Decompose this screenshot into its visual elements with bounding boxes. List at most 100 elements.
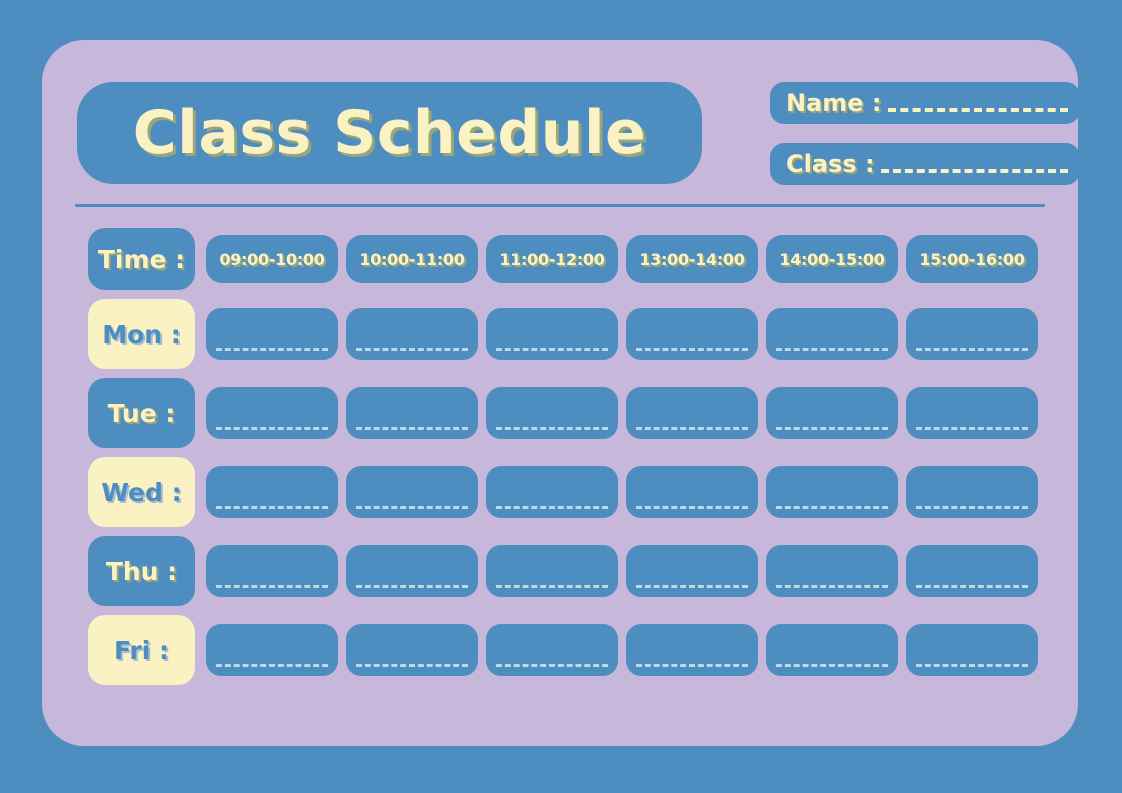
schedule-cell-writing-line [636, 585, 748, 588]
time-header-row: Time : 09:00-10:00 10:00-11:00 11:00-12:00… [88, 228, 1038, 290]
name-field[interactable]: Name : [770, 82, 1080, 124]
schedule-cell-writing-line [496, 585, 608, 588]
day-label-wed: Wed : [88, 457, 195, 527]
time-header-label: Time : [88, 228, 195, 290]
schedule-cell-list [206, 545, 1038, 597]
schedule-cell-list [206, 466, 1038, 518]
time-slot-header: 13:00-14:00 [626, 235, 758, 283]
time-slot-text: 13:00-14:00 [639, 249, 745, 269]
schedule-cell-writing-line [776, 585, 888, 588]
class-field[interactable]: Class : [770, 143, 1080, 185]
schedule-cell-writing-line [356, 664, 468, 667]
day-label-tue: Tue : [88, 378, 195, 448]
schedule-cell[interactable] [906, 545, 1038, 597]
name-input-line[interactable] [887, 108, 1068, 112]
day-label-text: Fri : [113, 635, 170, 665]
schedule-cell[interactable] [486, 308, 618, 360]
schedule-cell-writing-line [916, 348, 1028, 351]
schedule-cell[interactable] [346, 387, 478, 439]
schedule-cell[interactable] [206, 624, 338, 676]
schedule-cell[interactable] [766, 387, 898, 439]
schedule-cell[interactable] [346, 466, 478, 518]
day-label-text: Mon : [102, 319, 181, 349]
schedule-row: Tue : [88, 378, 1038, 448]
schedule-cell-writing-line [776, 664, 888, 667]
schedule-cell[interactable] [486, 466, 618, 518]
time-slot-header: 10:00-11:00 [346, 235, 478, 283]
day-label-text: Wed : [101, 477, 182, 507]
page-title: Class Schedule [132, 98, 647, 168]
schedule-cell[interactable] [486, 387, 618, 439]
schedule-cell-writing-line [636, 348, 748, 351]
schedule-card: Class Schedule Name : Class : Time : 09:… [42, 40, 1080, 746]
time-slot-header: 14:00-15:00 [766, 235, 898, 283]
schedule-cell[interactable] [906, 387, 1038, 439]
class-label: Class : [786, 150, 875, 178]
schedule-cell[interactable] [626, 308, 758, 360]
schedule-cell-list [206, 387, 1038, 439]
schedule-cell[interactable] [626, 545, 758, 597]
schedule-cell-writing-line [356, 506, 468, 509]
schedule-cell-writing-line [356, 585, 468, 588]
time-slot-text: 11:00-12:00 [499, 249, 605, 269]
schedule-cell-writing-line [916, 664, 1028, 667]
day-label-mon: Mon : [88, 299, 195, 369]
schedule-cell[interactable] [906, 624, 1038, 676]
schedule-cell-writing-line [496, 427, 608, 430]
header-divider [75, 204, 1045, 207]
schedule-cell-writing-line [776, 348, 888, 351]
schedule-cell[interactable] [906, 466, 1038, 518]
time-slot-text: 10:00-11:00 [359, 249, 465, 269]
schedule-cell-writing-line [496, 664, 608, 667]
day-label-text: Thu : [105, 556, 178, 586]
day-label-fri: Fri : [88, 615, 195, 685]
schedule-cell-writing-line [356, 348, 468, 351]
header: Class Schedule Name : Class : [77, 82, 1080, 186]
time-slot-header: 15:00-16:00 [906, 235, 1038, 283]
schedule-cell[interactable] [206, 545, 338, 597]
schedule-cell[interactable] [766, 545, 898, 597]
schedule-cell[interactable] [486, 545, 618, 597]
schedule-cell[interactable] [766, 308, 898, 360]
schedule-row: Fri : [88, 615, 1038, 685]
schedule-cell-writing-line [216, 348, 328, 351]
schedule-cell[interactable] [346, 545, 478, 597]
schedule-cell-writing-line [216, 506, 328, 509]
schedule-cell[interactable] [766, 624, 898, 676]
schedule-cell[interactable] [206, 308, 338, 360]
schedule-cell[interactable] [626, 624, 758, 676]
schedule-cell-writing-line [636, 664, 748, 667]
time-slot-list: 09:00-10:00 10:00-11:00 11:00-12:00 13:00-1… [206, 235, 1038, 283]
schedule-row: Wed : [88, 457, 1038, 527]
time-slot-header: 11:00-12:00 [486, 235, 618, 283]
schedule-cell[interactable] [626, 387, 758, 439]
schedule-cell-writing-line [216, 664, 328, 667]
schedule-cell[interactable] [206, 387, 338, 439]
schedule-cell[interactable] [346, 624, 478, 676]
schedule-cell[interactable] [626, 466, 758, 518]
schedule-cell[interactable] [906, 308, 1038, 360]
time-slot-text: 09:00-10:00 [219, 249, 325, 269]
schedule-cell[interactable] [346, 308, 478, 360]
time-slot-header: 09:00-10:00 [206, 235, 338, 283]
schedule-cell-writing-line [636, 427, 748, 430]
class-input-line[interactable] [880, 169, 1068, 173]
title-banner: Class Schedule [77, 82, 702, 184]
schedule-row: Mon : [88, 299, 1038, 369]
schedule-cell-writing-line [496, 506, 608, 509]
schedule-cell-list [206, 308, 1038, 360]
day-rows: Mon : Tue : Wed : Thu : Fri : [88, 299, 1038, 685]
schedule-cell-writing-line [216, 427, 328, 430]
schedule-row: Thu : [88, 536, 1038, 606]
time-slot-text: 15:00-16:00 [919, 249, 1025, 269]
schedule-cell-list [206, 624, 1038, 676]
name-label: Name : [786, 89, 882, 117]
schedule-cell[interactable] [486, 624, 618, 676]
schedule-cell[interactable] [766, 466, 898, 518]
schedule-cell-writing-line [496, 348, 608, 351]
time-slot-text: 14:00-15:00 [779, 249, 885, 269]
schedule-cell[interactable] [206, 466, 338, 518]
schedule-cell-writing-line [776, 506, 888, 509]
schedule-grid: Time : 09:00-10:00 10:00-11:00 11:00-12:00… [88, 228, 1038, 694]
schedule-cell-writing-line [216, 585, 328, 588]
